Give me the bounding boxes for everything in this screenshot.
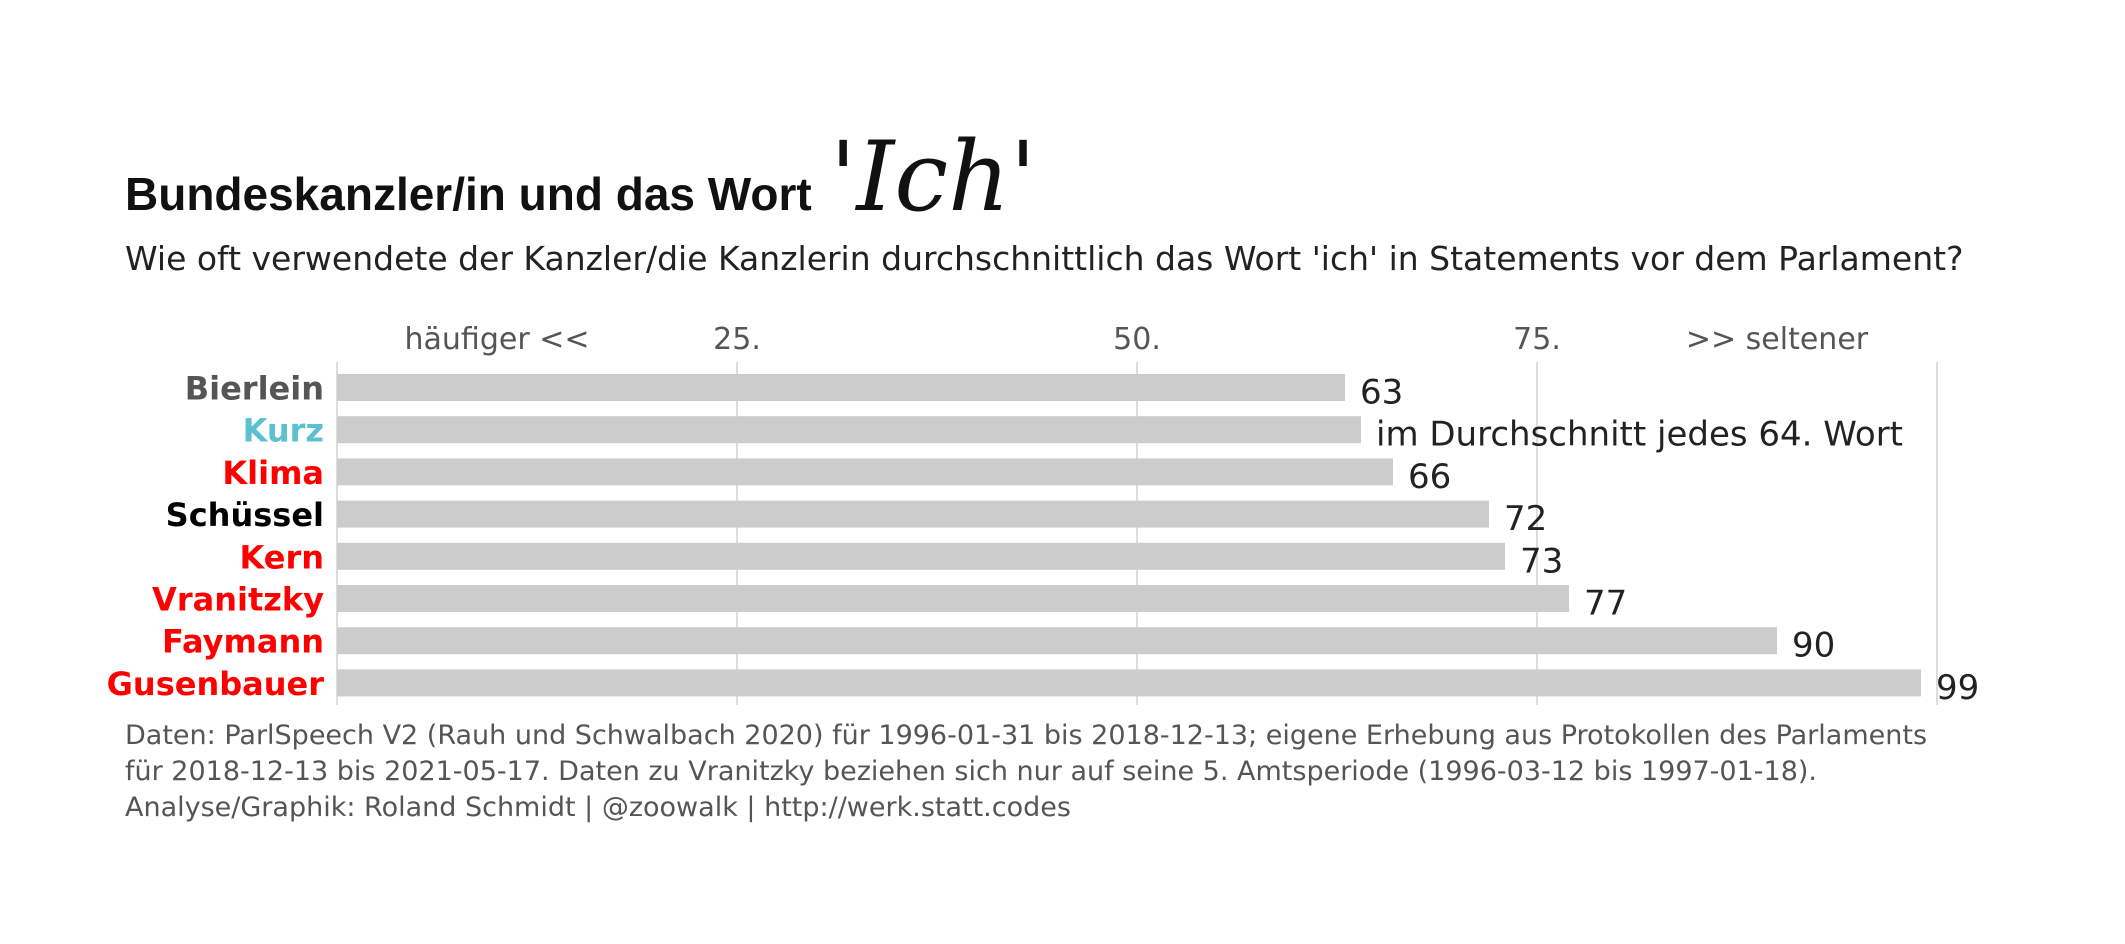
value-label-2: 66 — [1408, 457, 1451, 497]
category-label-0: Bierlein — [185, 370, 324, 408]
tick-label-1: 25. — [713, 322, 761, 357]
caption-line-2: für 2018-12-13 bis 2021-05-17. Daten zu … — [125, 756, 1817, 787]
category-labels: Bierlein Kurz Klima Schüssel Kern Vranitzky Fa… — [107, 370, 325, 703]
tick-label-0: häufiger << — [405, 322, 590, 357]
bar-2 — [337, 458, 1393, 486]
caption-line-3: Analyse/Graphik: Roland Schmidt | @zoowa… — [125, 792, 1071, 823]
value-label-5: 77 — [1584, 584, 1627, 624]
tick-label-4: >> seltener — [1686, 322, 1869, 357]
category-label-1: Kurz — [243, 412, 324, 450]
category-label-2: Klima — [222, 454, 324, 492]
bar-7 — [337, 669, 1921, 697]
bar-4 — [337, 542, 1505, 570]
tick-label-3: 75. — [1513, 322, 1561, 357]
category-label-5: Vranitzky — [152, 581, 324, 619]
value-label-3: 72 — [1504, 499, 1547, 539]
value-label-7: 99 — [1936, 668, 1979, 708]
category-label-3: Schüssel — [166, 496, 324, 534]
bar-6 — [337, 627, 1777, 655]
caption-line-1: Daten: ParlSpeech V2 (Rauh und Schwalbac… — [125, 720, 1927, 751]
value-label-6: 90 — [1792, 626, 1835, 666]
value-label-0: 63 — [1360, 373, 1403, 413]
bars — [337, 374, 1921, 697]
category-label-6: Faymann — [162, 623, 324, 661]
tick-label-2: 50. — [1113, 322, 1161, 357]
chart-subtitle: Wie oft verwendete der Kanzler/die Kanzl… — [125, 239, 1964, 278]
bar-1 — [337, 416, 1361, 444]
category-label-7: Gusenbauer — [107, 665, 325, 703]
axis-ticks: häufiger << 25. 50. 75. >> seltener — [405, 322, 1869, 357]
chart-title-word: 'Ich' — [830, 121, 1036, 233]
bar-0 — [337, 374, 1345, 401]
value-label-4: 73 — [1520, 541, 1563, 581]
chart-title: Bundeskanzler/in und das Wort — [125, 168, 812, 220]
bar-5 — [337, 585, 1569, 612]
bar-3 — [337, 500, 1489, 528]
category-label-4: Kern — [240, 538, 325, 576]
value-label-1: im Durchschnitt jedes 64. Wort — [1376, 415, 1903, 455]
